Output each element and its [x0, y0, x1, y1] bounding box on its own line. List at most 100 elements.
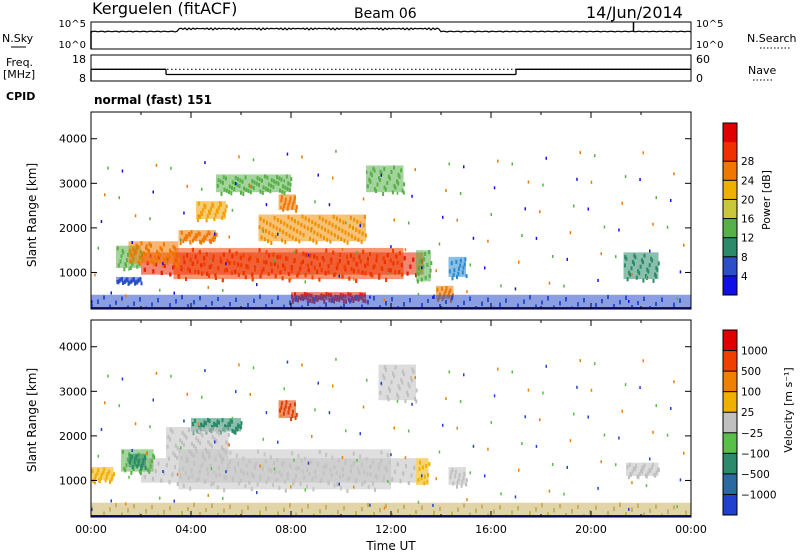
x-axis-label: Time UT: [365, 539, 416, 553]
heatmap-cell: [130, 455, 133, 459]
heatmap-cell: [163, 264, 166, 268]
heatmap-speck: [353, 277, 355, 281]
heatmap-cell: [106, 472, 109, 476]
heatmap-speck: [542, 183, 544, 187]
heatmap-cell: [194, 446, 197, 451]
colorbar-swatch: [723, 218, 737, 239]
freq-left-tick-bottom: 8: [79, 72, 86, 85]
y-tick-label: 1000: [59, 266, 87, 279]
heatmap-cell: [221, 418, 224, 423]
heatmap-cell: [312, 238, 315, 243]
heatmap-speck: [249, 185, 251, 188]
heatmap-cell: [256, 257, 259, 262]
heatmap-cell: [229, 302, 231, 307]
heatmap-cell: [137, 260, 140, 265]
heatmap-cell: [267, 239, 270, 244]
colorbar-swatch: [723, 142, 737, 162]
heatmap-cell: [109, 304, 111, 309]
heatmap-cell: [350, 267, 353, 271]
heatmap-cell: [117, 280, 120, 285]
heatmap-cell: [214, 212, 217, 217]
heatmap-cell: [121, 512, 123, 517]
heatmap-cell: [650, 465, 653, 470]
heatmap-cell: [307, 301, 309, 306]
heatmap-speck: [176, 472, 179, 476]
heatmap-speck: [290, 277, 292, 281]
heatmap-speck: [345, 221, 347, 225]
heatmap-speck: [214, 232, 216, 236]
heatmap-speck: [518, 468, 520, 472]
heatmap-region: [91, 294, 691, 309]
heatmap-cell: [213, 234, 215, 239]
heatmap-cell: [487, 297, 489, 302]
heatmap-speck: [624, 175, 627, 179]
heatmap-cell: [457, 271, 460, 276]
heatmap-speck: [366, 378, 368, 382]
heatmap-cell: [420, 277, 423, 282]
heatmap-cell: [399, 479, 402, 484]
heatmap-cell: [383, 167, 386, 172]
heatmap-cell: [179, 241, 182, 246]
heatmap-cell: [316, 256, 319, 261]
heatmap-speck: [125, 294, 127, 298]
heatmap-cell: [187, 304, 189, 309]
heatmap-cell: [301, 469, 304, 474]
heatmap-cell: [181, 511, 183, 516]
heatmap-cell: [273, 179, 275, 184]
heatmap-speck: [311, 435, 313, 438]
heatmap-cell: [258, 183, 260, 187]
velocity-ylabel: Slant Range [km]: [25, 368, 39, 472]
heatmap-speck: [362, 197, 365, 201]
heatmap-cell: [420, 476, 423, 481]
heatmap-cell: [185, 277, 187, 281]
heatmap-cell: [583, 298, 585, 303]
heatmap-cell: [387, 174, 390, 179]
heatmap-cell: [220, 191, 223, 196]
heatmap-cell: [325, 248, 328, 253]
heatmap-speck: [414, 376, 416, 380]
heatmap-cell: [174, 443, 177, 448]
heatmap-speck: [615, 255, 617, 259]
heatmap-cell: [320, 225, 323, 230]
heatmap-cell: [171, 429, 174, 434]
heatmap-cell: [332, 214, 335, 219]
date-title: 14/Jun/2014: [586, 3, 683, 22]
heatmap-cell: [224, 424, 226, 429]
heatmap-speck: [590, 388, 593, 392]
heatmap-cell: [289, 182, 292, 187]
heatmap-speck: [149, 425, 151, 429]
heatmap-cell: [357, 466, 359, 471]
heatmap-speck: [404, 248, 407, 252]
heatmap-cell: [397, 181, 400, 186]
power-ylabel: Slant Range [km]: [25, 163, 39, 267]
heatmap-speck: [353, 485, 355, 489]
heatmap-cell: [373, 168, 376, 173]
heatmap-speck: [256, 283, 258, 287]
heatmap-cell: [287, 215, 290, 220]
heatmap-cell: [369, 252, 371, 256]
heatmap-cell: [293, 402, 296, 407]
heatmap-cell: [330, 231, 333, 236]
heatmap-cell: [139, 277, 142, 282]
heatmap-speck: [183, 211, 185, 215]
heatmap-speck: [231, 416, 234, 420]
heatmap-cell: [228, 249, 231, 254]
heatmap-cell: [167, 435, 170, 440]
heatmap-cell: [469, 512, 471, 517]
noise-left-tick-top: 10^5: [59, 19, 86, 30]
heatmap-cell: [231, 270, 233, 275]
heatmap-cell: [303, 292, 306, 297]
heatmap-cell: [136, 464, 139, 469]
heatmap-speck: [676, 297, 678, 301]
heatmap-speck: [417, 292, 420, 296]
power-colorbar-label: Power [dB]: [760, 170, 773, 230]
heatmap-cell: [541, 503, 543, 508]
heatmap-cell: [433, 510, 435, 515]
heatmap-speck: [125, 502, 127, 506]
heatmap-cell: [166, 260, 169, 265]
heatmap-cell: [300, 222, 303, 227]
heatmap-cell: [123, 280, 126, 285]
heatmap-cell: [320, 477, 323, 482]
heatmap-cell: [233, 466, 236, 471]
heatmap-cell: [402, 372, 405, 377]
